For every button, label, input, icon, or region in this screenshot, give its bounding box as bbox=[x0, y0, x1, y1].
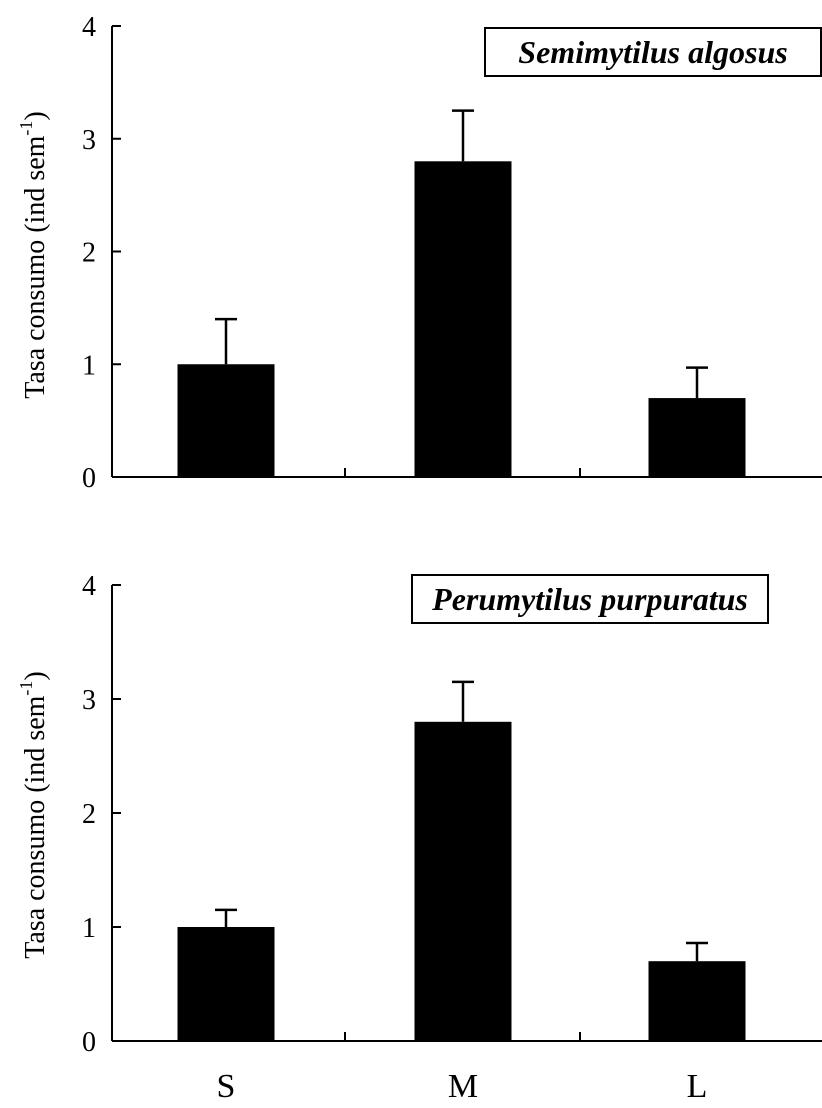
chart-panel-1: 0 1 2 3 4 Tasa consumo (ind sem-1) Semimytilus… bbox=[16, 12, 822, 494]
y-tick-label: 2 bbox=[82, 799, 96, 830]
y-axis-label: Tasa consumo (ind sem-1) bbox=[16, 671, 51, 959]
y-tick-label: 3 bbox=[82, 685, 96, 716]
chart-panel-2: 0 1 2 3 4 S M L Tasa consumo (ind sem-1) Perumyti… bbox=[16, 571, 822, 1105]
bar-M bbox=[414, 161, 512, 478]
y-tick-label: 2 bbox=[82, 238, 96, 269]
bar-L bbox=[648, 398, 746, 477]
bar-M bbox=[414, 721, 512, 1041]
bar-S bbox=[177, 364, 275, 477]
y-tick-label: 0 bbox=[82, 463, 96, 494]
y-tick-label: 3 bbox=[82, 125, 96, 156]
y-axis-label: Tasa consumo (ind sem-1) bbox=[16, 111, 51, 399]
y-tick-label: 4 bbox=[82, 571, 96, 602]
category-label-S: S bbox=[217, 1068, 236, 1105]
y-tick-label: 4 bbox=[82, 12, 96, 43]
category-label-L: L bbox=[687, 1068, 708, 1105]
bar-L bbox=[648, 961, 746, 1041]
category-label-M: M bbox=[448, 1068, 478, 1105]
y-tick-label: 1 bbox=[82, 913, 96, 944]
legend-box bbox=[484, 27, 822, 77]
bar-S bbox=[177, 927, 275, 1041]
legend-label: Semimytilus algosus bbox=[518, 34, 787, 70]
y-tick-label: 0 bbox=[82, 1027, 96, 1058]
legend-label: Perumytilus purpuratus bbox=[431, 581, 748, 617]
y-tick-label: 1 bbox=[82, 350, 96, 381]
legend-box bbox=[411, 574, 769, 624]
